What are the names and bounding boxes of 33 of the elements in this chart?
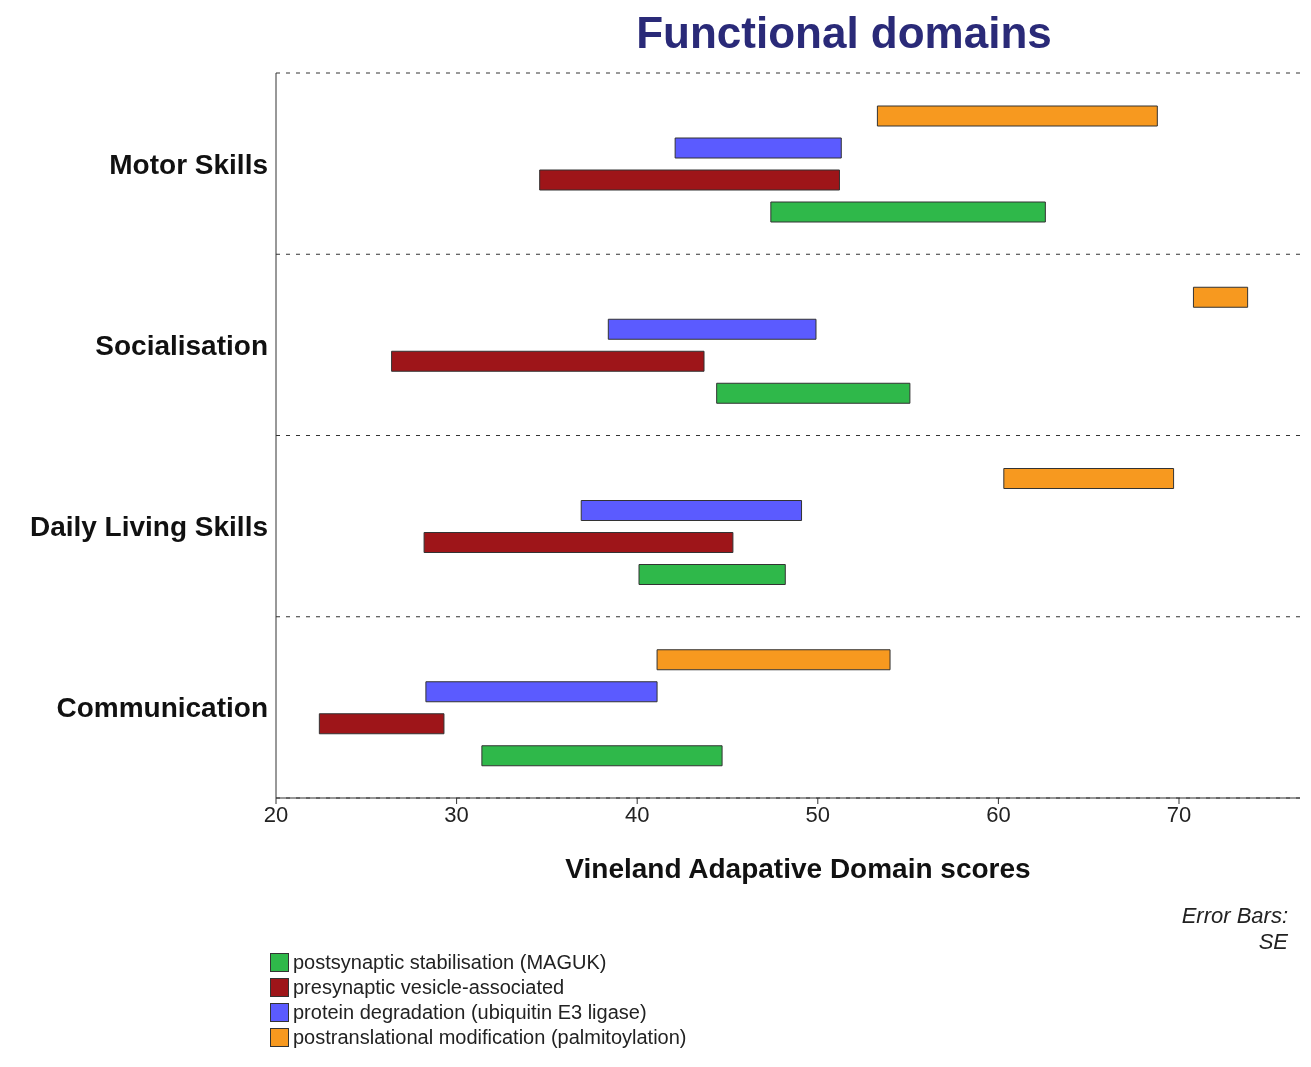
bar	[423, 532, 734, 553]
chart-title: Functional domains	[635, 8, 1053, 58]
x-tick-label: 30	[444, 801, 469, 827]
bar	[425, 681, 658, 703]
bar	[674, 137, 842, 159]
bar	[580, 500, 803, 521]
x-tick-label: 20	[263, 801, 289, 827]
x-tick-label: 60	[986, 801, 1011, 827]
x-axis-title: Vineland Adapative Domain scores	[565, 853, 1031, 884]
y-tick-label: Communication	[56, 692, 268, 724]
bar	[1192, 286, 1249, 308]
text: Error Bars: SE	[1180, 903, 1288, 955]
x-tick-label: 50	[805, 801, 831, 827]
bar	[656, 649, 891, 671]
bar	[481, 745, 723, 767]
bar	[539, 169, 840, 191]
x-tick-label: 40	[624, 801, 650, 827]
y-tick-label: Motor Skills	[109, 148, 268, 180]
legend-label: postsynaptic stabilisation (MAGUK)	[293, 951, 607, 974]
y-tick-label: Socialisation	[95, 329, 268, 361]
y-tick-label: Daily Living Skills	[29, 511, 268, 543]
bar	[318, 713, 445, 735]
bar	[391, 350, 705, 372]
bar	[716, 382, 911, 404]
bar	[770, 201, 1046, 223]
bar	[876, 105, 1158, 127]
bar	[607, 318, 817, 340]
bar	[638, 564, 786, 585]
legend-label: postranslational modification (palmitoylation)	[293, 1026, 687, 1049]
legend-label: protein degradation (ubiquitin E3 ligase)	[293, 1001, 647, 1024]
x-tick-label: 70	[1166, 801, 1192, 827]
bar	[1003, 468, 1175, 489]
legend-label: presynaptic vesicle-associated	[293, 976, 565, 999]
